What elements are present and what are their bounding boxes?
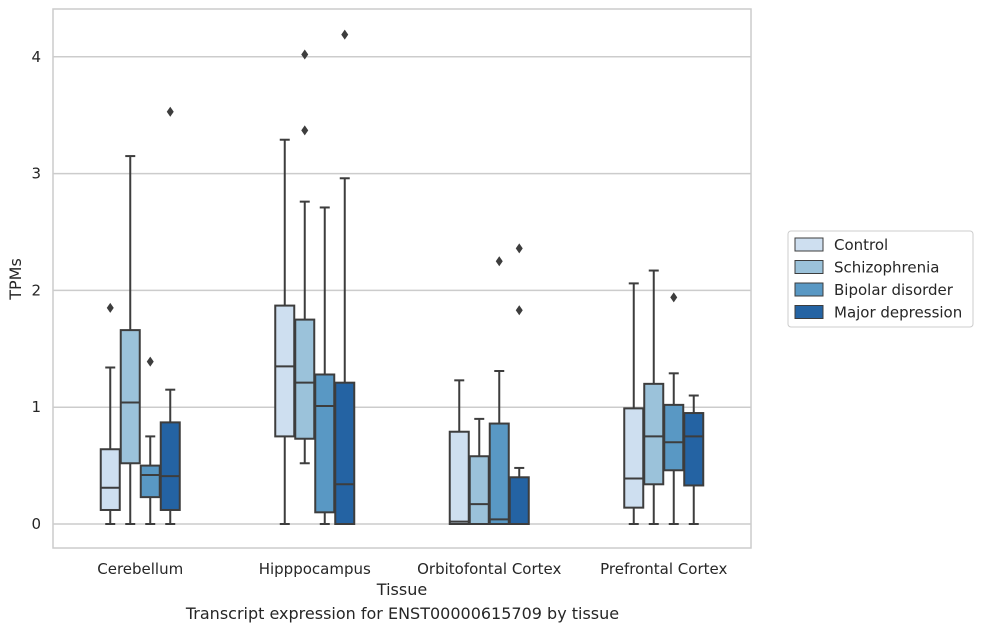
outlier-point	[301, 125, 309, 136]
outlier-point	[301, 49, 309, 60]
outlier-point	[146, 356, 154, 367]
legend-label: Schizophrenia	[834, 259, 939, 277]
box-1-1	[294, 49, 316, 465]
figure-caption: Transcript expression for ENST0000061570…	[185, 604, 620, 623]
outlier-point	[515, 305, 523, 316]
outlier-point	[670, 292, 678, 303]
box-1-0	[274, 138, 296, 525]
box-2-2	[488, 256, 510, 525]
box-body	[448, 430, 470, 525]
y-tick-label: 2	[31, 281, 41, 299]
box-body	[488, 422, 510, 525]
box-2-3	[508, 243, 530, 525]
box-2-0	[448, 379, 470, 525]
y-tick-label: 1	[31, 398, 41, 416]
box-body	[139, 464, 161, 499]
box-0-0	[99, 302, 121, 525]
x-axis-ticks: Cerebellum Hipppocampus Orbitofontal Corte…	[97, 560, 727, 578]
box-body	[334, 381, 356, 525]
box-0-2	[139, 356, 161, 525]
box-1-3	[334, 29, 356, 525]
box-3-2	[663, 292, 685, 525]
legend-label: Control	[834, 236, 888, 254]
outlier-point	[106, 302, 114, 313]
legend-label: Bipolar disorder	[834, 281, 954, 299]
legend-frame	[787, 230, 974, 328]
box-body	[468, 455, 490, 526]
y-axis-label: TPMs	[6, 258, 25, 301]
outlier-point	[341, 29, 349, 40]
legend-label: Major depression	[834, 304, 962, 322]
y-tick-label: 0	[31, 515, 41, 533]
x-tick-label: Hipppocampus	[259, 560, 371, 578]
box-3-1	[643, 269, 665, 525]
box-body	[159, 421, 181, 511]
box-body	[643, 382, 665, 486]
legend-swatch	[794, 305, 824, 319]
outlier-point	[495, 256, 503, 267]
legend-swatch	[794, 237, 824, 252]
legend: Control Schizophrenia Bipolar disorder Majo…	[787, 230, 974, 328]
box-body	[99, 448, 121, 511]
x-axis-label: Tissue	[376, 580, 427, 599]
box-2-1	[468, 417, 490, 526]
box-body	[683, 412, 705, 487]
box-0-1	[119, 155, 141, 525]
box-body	[508, 476, 530, 525]
box-0-3	[159, 106, 181, 525]
box-body	[274, 304, 296, 438]
box-body	[294, 318, 316, 440]
outlier-point	[166, 106, 174, 117]
y-axis-ticks: 0 1 2 3 4	[31, 48, 41, 533]
box-3-3	[683, 394, 705, 525]
y-tick-label: 3	[31, 165, 41, 183]
box-body	[623, 407, 645, 509]
box-body	[663, 403, 685, 472]
x-tick-label: Prefrontal Cortex	[600, 560, 727, 578]
legend-swatch	[794, 282, 824, 297]
x-tick-label: Orbitofontal Cortex	[417, 560, 561, 578]
legend-swatch	[794, 260, 824, 274]
box-series	[99, 29, 705, 526]
box-3-0	[623, 282, 645, 525]
box-body	[119, 329, 141, 465]
plot-frame	[52, 8, 752, 549]
x-tick-label: Cerebellum	[97, 560, 183, 578]
outlier-point	[515, 243, 523, 254]
box-body	[314, 373, 336, 514]
box-1-2	[314, 206, 336, 525]
y-tick-label: 4	[31, 48, 41, 66]
